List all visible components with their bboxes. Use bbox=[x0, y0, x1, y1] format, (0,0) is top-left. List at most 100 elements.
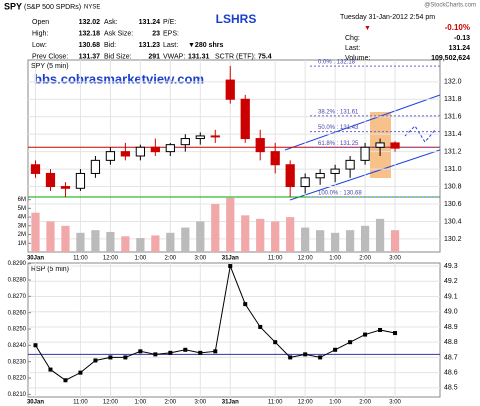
quote-cell: Ask: bbox=[104, 19, 118, 26]
candle-body bbox=[75, 172, 86, 189]
rsp-panel bbox=[27, 262, 441, 398]
symbol: SPY bbox=[4, 1, 22, 11]
point bbox=[33, 343, 38, 348]
point bbox=[303, 352, 308, 357]
quote-cell: 131.24 bbox=[139, 19, 161, 26]
quote-cell: VWAP: bbox=[163, 53, 185, 60]
point bbox=[168, 350, 173, 355]
quote-label: Last: bbox=[345, 45, 360, 52]
volume-bar bbox=[226, 197, 235, 252]
y2-tick-label: 0.8240 bbox=[8, 343, 27, 349]
volume-bar bbox=[271, 221, 280, 252]
y-tick-label: 48.9 bbox=[444, 324, 458, 331]
candle-body bbox=[105, 151, 116, 161]
y2-tick-label: 3M bbox=[18, 223, 26, 229]
y2-tick-label: 1M bbox=[18, 241, 26, 247]
point bbox=[273, 340, 278, 345]
x-tick-label: 2:00 bbox=[359, 256, 371, 262]
volume-bar bbox=[151, 235, 160, 252]
candle-body bbox=[150, 146, 160, 153]
y-tick-label: 132.0 bbox=[444, 79, 462, 86]
volume-bar bbox=[166, 232, 175, 252]
url: bbs.cobrasmarketview.com bbox=[34, 71, 204, 86]
candle-body bbox=[300, 177, 310, 188]
quote-cell: Low: bbox=[32, 42, 47, 49]
point bbox=[198, 350, 203, 355]
quote-cell: Last: bbox=[163, 42, 178, 49]
quote-cell: High: bbox=[32, 30, 48, 37]
y2-tick-label: 0.8220 bbox=[8, 376, 27, 382]
point bbox=[393, 331, 398, 336]
candle-body bbox=[315, 172, 325, 179]
x-tick-label: 31Jan bbox=[222, 400, 239, 406]
candle-body bbox=[240, 98, 250, 140]
y-tick-label: 130.2 bbox=[444, 236, 462, 243]
volume-bar bbox=[76, 232, 85, 252]
point bbox=[363, 332, 368, 337]
point bbox=[123, 355, 128, 360]
x-tick-label: 11:00 bbox=[73, 400, 88, 406]
point bbox=[333, 347, 338, 352]
quote-cell: 23 bbox=[152, 30, 160, 37]
quote-value: 131.24 bbox=[449, 45, 471, 52]
x-tick-label: 3:00 bbox=[194, 400, 206, 406]
volume-bar bbox=[345, 230, 355, 252]
volume-bar bbox=[316, 230, 325, 252]
point bbox=[318, 355, 323, 360]
volume-bar bbox=[331, 232, 340, 252]
x-tick-label: 11:00 bbox=[268, 256, 283, 262]
point bbox=[78, 370, 83, 375]
volume-bar bbox=[196, 221, 205, 252]
x-tick-label: 1:00 bbox=[135, 400, 147, 406]
y-tick-label: 131.0 bbox=[444, 166, 462, 173]
volume-bar bbox=[256, 218, 265, 252]
volume-bar bbox=[286, 217, 295, 252]
point bbox=[63, 378, 68, 383]
y2-tick-label: 0.8230 bbox=[8, 359, 27, 365]
x-tick-label: 11:00 bbox=[268, 400, 283, 406]
y-tick-label: 131.4 bbox=[444, 131, 462, 138]
y-tick-label: 49.3 bbox=[444, 263, 458, 270]
y2-tick-label: 2M bbox=[18, 232, 26, 238]
x-tick-label: 30Jan bbox=[27, 256, 44, 262]
y-tick-label: 48.8 bbox=[444, 339, 458, 346]
y-tick-label: 49.1 bbox=[444, 293, 458, 300]
x-tick-label: 2:00 bbox=[359, 400, 371, 406]
x-tick-label: 31Jan bbox=[222, 256, 239, 262]
candle-body bbox=[330, 168, 340, 174]
fib-label: 0.0% : 132.18 bbox=[318, 60, 356, 66]
quote-cell: SCTR (ETF): bbox=[215, 53, 256, 60]
point bbox=[48, 367, 53, 372]
x-tick-label: 12:00 bbox=[298, 400, 314, 406]
volume-bar bbox=[301, 227, 310, 252]
y2-tick-label: 6M bbox=[18, 197, 26, 203]
volume-bar bbox=[390, 230, 400, 252]
quote-cell: 131.37 bbox=[79, 53, 101, 60]
point bbox=[138, 349, 143, 354]
y-tick-label: 131.2 bbox=[444, 148, 462, 155]
x-tick-label: 3:00 bbox=[389, 400, 401, 406]
fib-label: 61.8% : 131.25 bbox=[318, 141, 359, 147]
y-tick-label: 130.6 bbox=[444, 201, 462, 208]
x-tick-label: 12:00 bbox=[103, 400, 119, 406]
x-tick-label: 1:00 bbox=[329, 400, 341, 406]
x-tick-label: 12:00 bbox=[103, 256, 119, 262]
candle-body bbox=[390, 142, 400, 149]
candle-body bbox=[285, 164, 295, 188]
y-tick-label: 131.8 bbox=[444, 96, 462, 103]
volume-bar bbox=[46, 221, 55, 252]
down-arrow: ▼ bbox=[364, 25, 371, 32]
y-tick-label: 48.7 bbox=[444, 354, 458, 361]
candle-body bbox=[195, 135, 205, 140]
fib-label: 38.2% : 131.61 bbox=[318, 109, 359, 115]
candle-body bbox=[45, 172, 56, 188]
point bbox=[228, 264, 233, 269]
x-tick-label: 12:00 bbox=[298, 256, 314, 262]
x-tick-label: 2:00 bbox=[164, 256, 176, 262]
candle-body bbox=[225, 79, 235, 100]
point bbox=[378, 328, 383, 332]
candle-body bbox=[90, 159, 101, 174]
exchange: NYSE bbox=[84, 5, 100, 11]
